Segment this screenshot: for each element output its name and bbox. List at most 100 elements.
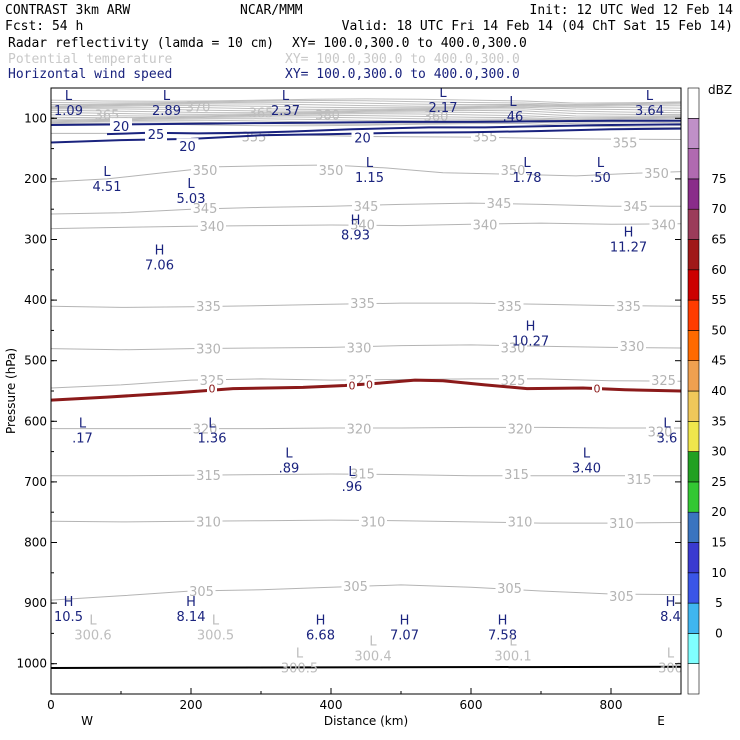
- y-tick-label: 600: [24, 414, 47, 428]
- colorbar-swatch: [687, 511, 700, 543]
- dbz-label-bg: [347, 379, 357, 391]
- valid-time: Valid: 18 UTC Fri 14 Feb 14 (04 ChT Sat …: [342, 19, 733, 34]
- colorbar-swatch: [687, 542, 700, 574]
- theta-contour-label: 320: [347, 423, 372, 438]
- colorbar-swatch: [687, 420, 700, 452]
- extremum-value: 1.78: [513, 171, 542, 186]
- wind-contour-label: 25: [148, 128, 165, 143]
- extremum-value: 7.06: [145, 259, 174, 274]
- theta-low-marker: L: [667, 647, 675, 662]
- theta-label-bg: [485, 195, 513, 211]
- theta-contour-label: 340: [200, 220, 225, 235]
- theta-contour-label: 350: [501, 164, 526, 179]
- y-tick-label: 900: [24, 596, 47, 610]
- theta-contour-label: 305: [497, 582, 522, 597]
- y-axis-label: Pressure (hPa): [4, 348, 18, 434]
- y-tick-label: 500: [24, 354, 47, 368]
- high-marker: H: [351, 213, 361, 228]
- theta-label-bg: [499, 339, 527, 355]
- low-marker: L: [282, 89, 290, 104]
- theta-contour-label: 305: [189, 585, 214, 600]
- high-marker: H: [666, 595, 676, 610]
- init-time: Init: 12 UTC Wed 12 Feb 14: [530, 3, 734, 18]
- wind-contour-label: 20: [179, 140, 196, 155]
- theta-contour-label: 340: [651, 218, 676, 233]
- theta-contour-label: 315: [504, 468, 529, 483]
- theta-contour-label: 330: [347, 341, 372, 356]
- theta-contour-label: 330: [620, 340, 645, 355]
- field-wind-label: Horizontal wind speed: [8, 67, 172, 82]
- theta-contour-label: 305: [609, 590, 634, 605]
- theta-label-bg: [646, 423, 674, 439]
- colorbar-swatch: [687, 572, 700, 604]
- theta-label-bg: [194, 298, 223, 314]
- extremum-value: 3.40: [572, 462, 601, 477]
- y-tick-label: 100: [24, 111, 47, 125]
- low-marker: L: [583, 447, 591, 462]
- theta-contour-label: 320: [648, 426, 673, 441]
- low-marker: L: [163, 89, 171, 104]
- field-wind-xy: XY= 100.0,300.0 to 400.0,300.0: [285, 67, 520, 82]
- high-marker: H: [186, 595, 196, 610]
- dbz-contour-label: 0: [209, 383, 216, 396]
- theta-label-bg: [348, 295, 377, 311]
- theta-contour-label: 345: [487, 197, 512, 212]
- theta-contour-label: 335: [616, 300, 641, 315]
- high-marker: H: [400, 613, 410, 628]
- low-marker: L: [366, 156, 374, 171]
- theta-contour-label: 310: [361, 515, 386, 530]
- wind-label-bg: [351, 129, 374, 145]
- theta-contour-label: 310: [609, 517, 634, 532]
- extremum-value: 10.5: [54, 610, 83, 625]
- wind-label-bg: [145, 126, 167, 142]
- x-tick-label: 400: [320, 698, 343, 712]
- theta-contour-label: 310: [196, 515, 221, 530]
- theta-label-bg: [359, 513, 387, 529]
- x-tick-label: 800: [600, 698, 623, 712]
- y-tick-label: 800: [24, 536, 47, 550]
- theta-contour-upper: [51, 111, 681, 117]
- low-marker: L: [65, 89, 73, 104]
- wind-contour-20: [51, 119, 681, 126]
- theta-low-marker: L: [509, 635, 517, 650]
- colorbar-level-label: 65: [711, 233, 726, 247]
- high-marker: H: [498, 613, 508, 628]
- theta-contour-label: 325: [651, 374, 676, 389]
- wind-contour-25: [106, 123, 681, 136]
- theta-contour-label: 315: [627, 473, 652, 488]
- colorbar-swatch: [687, 299, 700, 331]
- theta-label-bg: [352, 198, 380, 214]
- west-endpoint: W: [81, 714, 93, 728]
- theta-extremum-value: 300.5: [197, 628, 234, 643]
- extremum-value: 3.6: [657, 431, 678, 446]
- colorbar-swatch: [687, 269, 700, 301]
- extremum-value: .17: [72, 431, 93, 446]
- extremum-value: 1.15: [355, 171, 384, 186]
- theta-low-marker: L: [212, 613, 220, 628]
- theta-label-bg: [341, 578, 370, 594]
- theta-label-bg: [625, 470, 653, 486]
- high-marker: H: [64, 595, 74, 610]
- wind-label-bg: [110, 118, 132, 134]
- theta-contour-label: 305: [343, 580, 368, 595]
- low-marker: L: [597, 156, 605, 171]
- extremum-value: .89: [279, 462, 300, 477]
- forecast-hour: Fcst: 54 h: [5, 19, 83, 34]
- theta-contour-label: 355: [473, 130, 498, 145]
- colorbar-swatch: [687, 239, 700, 271]
- theta-contour-upper: [51, 121, 681, 126]
- theta-label-bg: [642, 164, 671, 180]
- colorbar-swatch: [687, 178, 700, 210]
- high-marker: H: [526, 319, 536, 334]
- extremum-value: 7.58: [488, 628, 517, 643]
- theta-label-bg: [614, 298, 643, 314]
- colorbar-level-label: 75: [711, 172, 726, 186]
- theta-label-bg: [607, 587, 636, 603]
- theta-label-bg: [499, 372, 527, 388]
- field-reflectivity-xy: XY= 100.0,300.0 to 400.0,300.0: [292, 36, 527, 51]
- wind-contour-label: 20: [354, 132, 371, 147]
- colorbar-swatch: [687, 481, 700, 513]
